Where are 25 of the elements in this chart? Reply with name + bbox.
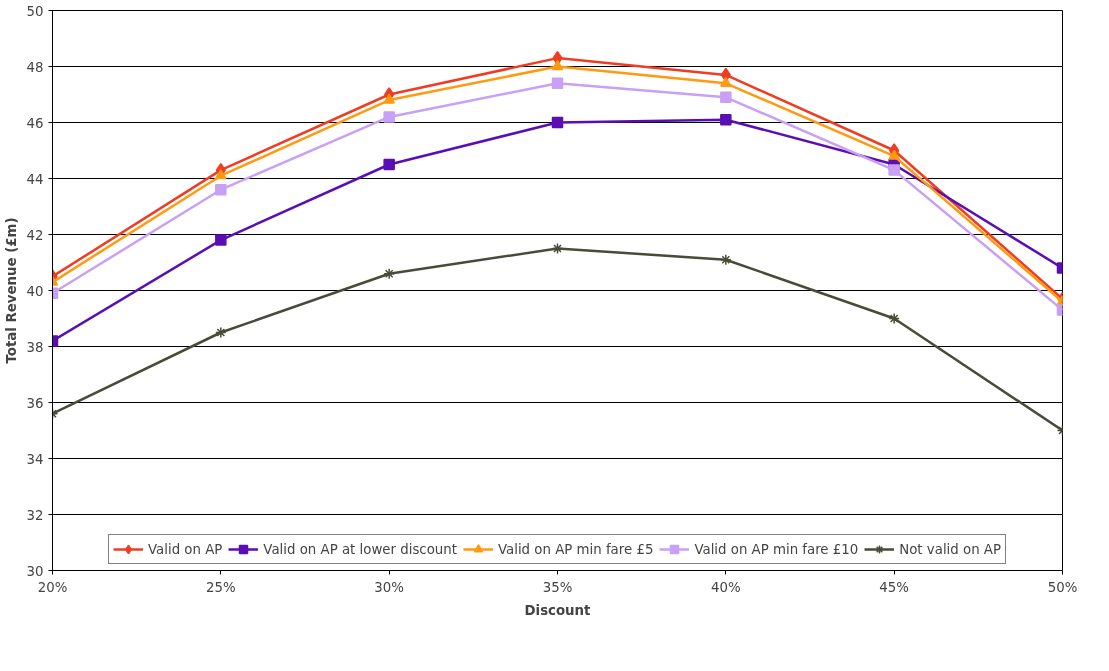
legend-label: Valid on AP min fare £10 (694, 541, 859, 557)
y-tick-label: 30 (26, 563, 44, 579)
y-tick-label: 40 (26, 283, 44, 299)
y-tick-label: 48 (26, 59, 44, 75)
y-tick-label: 36 (26, 395, 44, 411)
x-tick-label: 30% (374, 579, 404, 595)
legend-label: Valid on AP min fare £5 (497, 541, 654, 557)
y-axis-title: Total Revenue (£m) (3, 217, 19, 364)
x-axis-title: Discount (524, 602, 592, 618)
y-tick-label: 46 (26, 115, 44, 131)
y-tick-label: 42 (26, 227, 44, 243)
x-tick-label: 45% (879, 579, 909, 595)
legend-label: Valid on AP (148, 541, 223, 557)
x-tick-label: 50% (1047, 579, 1078, 595)
x-tick-label: 25% (206, 579, 236, 595)
y-tick-label: 32 (26, 507, 44, 523)
x-tick-label: 20% (37, 579, 68, 595)
legend-label: Valid on AP at lower discount (263, 541, 457, 557)
y-tick-label: 38 (26, 339, 44, 355)
y-tick-label: 50 (26, 3, 44, 19)
legend-label: Not valid on AP (899, 541, 1001, 557)
x-tick-label: 40% (711, 579, 741, 595)
x-tick-label: 35% (542, 579, 573, 595)
y-tick-label: 44 (26, 171, 44, 187)
y-tick-label: 34 (26, 451, 44, 467)
